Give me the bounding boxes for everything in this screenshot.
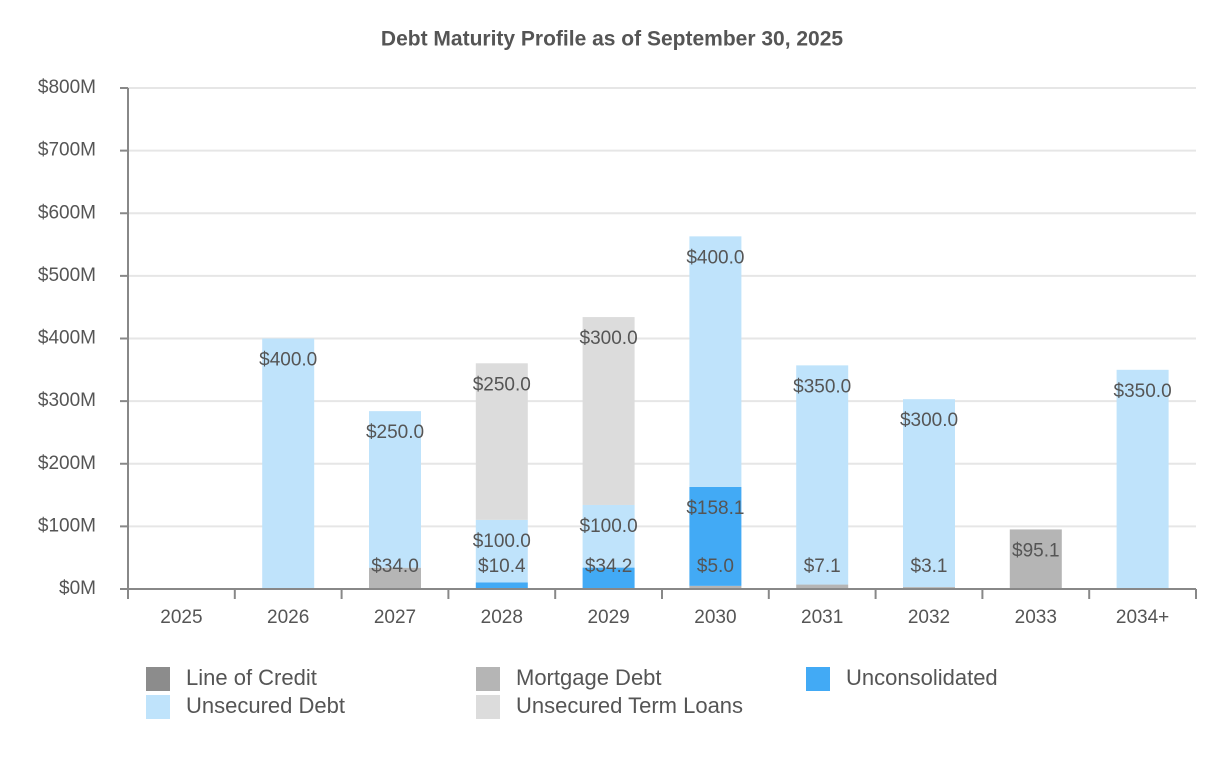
legend-label: Unconsolidated	[846, 665, 998, 690]
data-label: $5.0	[697, 556, 734, 577]
data-label: $158.1	[686, 498, 744, 519]
bar-segment	[582, 567, 635, 589]
x-tick-label: 2031	[801, 607, 843, 628]
data-label: $350.0	[1114, 381, 1172, 402]
bar-segment	[689, 236, 742, 487]
legend-label: Line of Credit	[186, 665, 317, 690]
data-label: $7.1	[804, 556, 841, 577]
x-tick-label: 2025	[160, 607, 202, 628]
y-tick-label: $100M	[38, 515, 96, 536]
legend-swatch	[806, 667, 830, 691]
data-label: $400.0	[686, 247, 744, 268]
legend-swatch	[146, 667, 170, 691]
bar-segment	[796, 584, 849, 589]
data-label: $95.1	[1012, 540, 1060, 561]
legend-label: Unsecured Term Loans	[516, 693, 743, 718]
bar-segment	[369, 567, 421, 589]
y-tick-label: $400M	[38, 328, 96, 349]
x-tick-label: 2033	[1015, 607, 1057, 628]
x-tick-label: 2032	[908, 607, 950, 628]
data-label: $34.2	[585, 556, 633, 577]
legend-swatch	[476, 667, 500, 691]
data-label: $100.0	[473, 531, 531, 552]
bar-segment	[475, 519, 528, 583]
y-tick-label: $500M	[38, 265, 96, 286]
bar-segment	[475, 582, 528, 589]
data-label: $10.4	[478, 556, 526, 577]
bar-segment	[369, 411, 421, 568]
y-tick-label: $300M	[38, 390, 96, 411]
legend-swatch	[146, 695, 170, 719]
y-tick-label: $200M	[38, 453, 96, 474]
legend-label: Mortgage Debt	[516, 665, 662, 690]
chart-title: Debt Maturity Profile as of September 30…	[381, 28, 843, 51]
x-tick-label: 2026	[267, 607, 309, 628]
data-label: $3.1	[911, 556, 948, 577]
bar-segment	[582, 317, 635, 505]
data-label: $250.0	[473, 374, 531, 395]
y-tick-label: $700M	[38, 140, 96, 161]
y-tick-label: $600M	[38, 202, 96, 223]
bar-segment	[689, 486, 742, 586]
data-label: $100.0	[580, 516, 638, 537]
x-tick-label: 2029	[587, 607, 629, 628]
data-label: $300.0	[580, 328, 638, 349]
bar-segment	[796, 365, 849, 585]
bar-segment	[903, 399, 955, 588]
legend-label: Unsecured Debt	[186, 693, 345, 718]
bar-segment	[475, 363, 528, 520]
x-tick-label: 2034+	[1116, 607, 1169, 628]
x-tick-label: 2028	[481, 607, 523, 628]
bar-segment	[582, 504, 635, 568]
x-tick-label: 2027	[374, 607, 416, 628]
bar-segment	[689, 585, 742, 589]
data-label: $250.0	[366, 422, 424, 443]
data-label: $34.0	[371, 556, 419, 577]
legend-swatch	[476, 695, 500, 719]
bar-segment	[1116, 369, 1169, 589]
bar-segment	[262, 338, 315, 589]
data-label: $300.0	[900, 410, 958, 431]
data-label: $400.0	[259, 350, 317, 371]
y-tick-label: $0M	[59, 578, 96, 599]
y-tick-label: $800M	[38, 77, 96, 98]
bar-segment	[1009, 529, 1062, 589]
x-tick-label: 2030	[694, 607, 736, 628]
data-label: $350.0	[793, 376, 851, 397]
